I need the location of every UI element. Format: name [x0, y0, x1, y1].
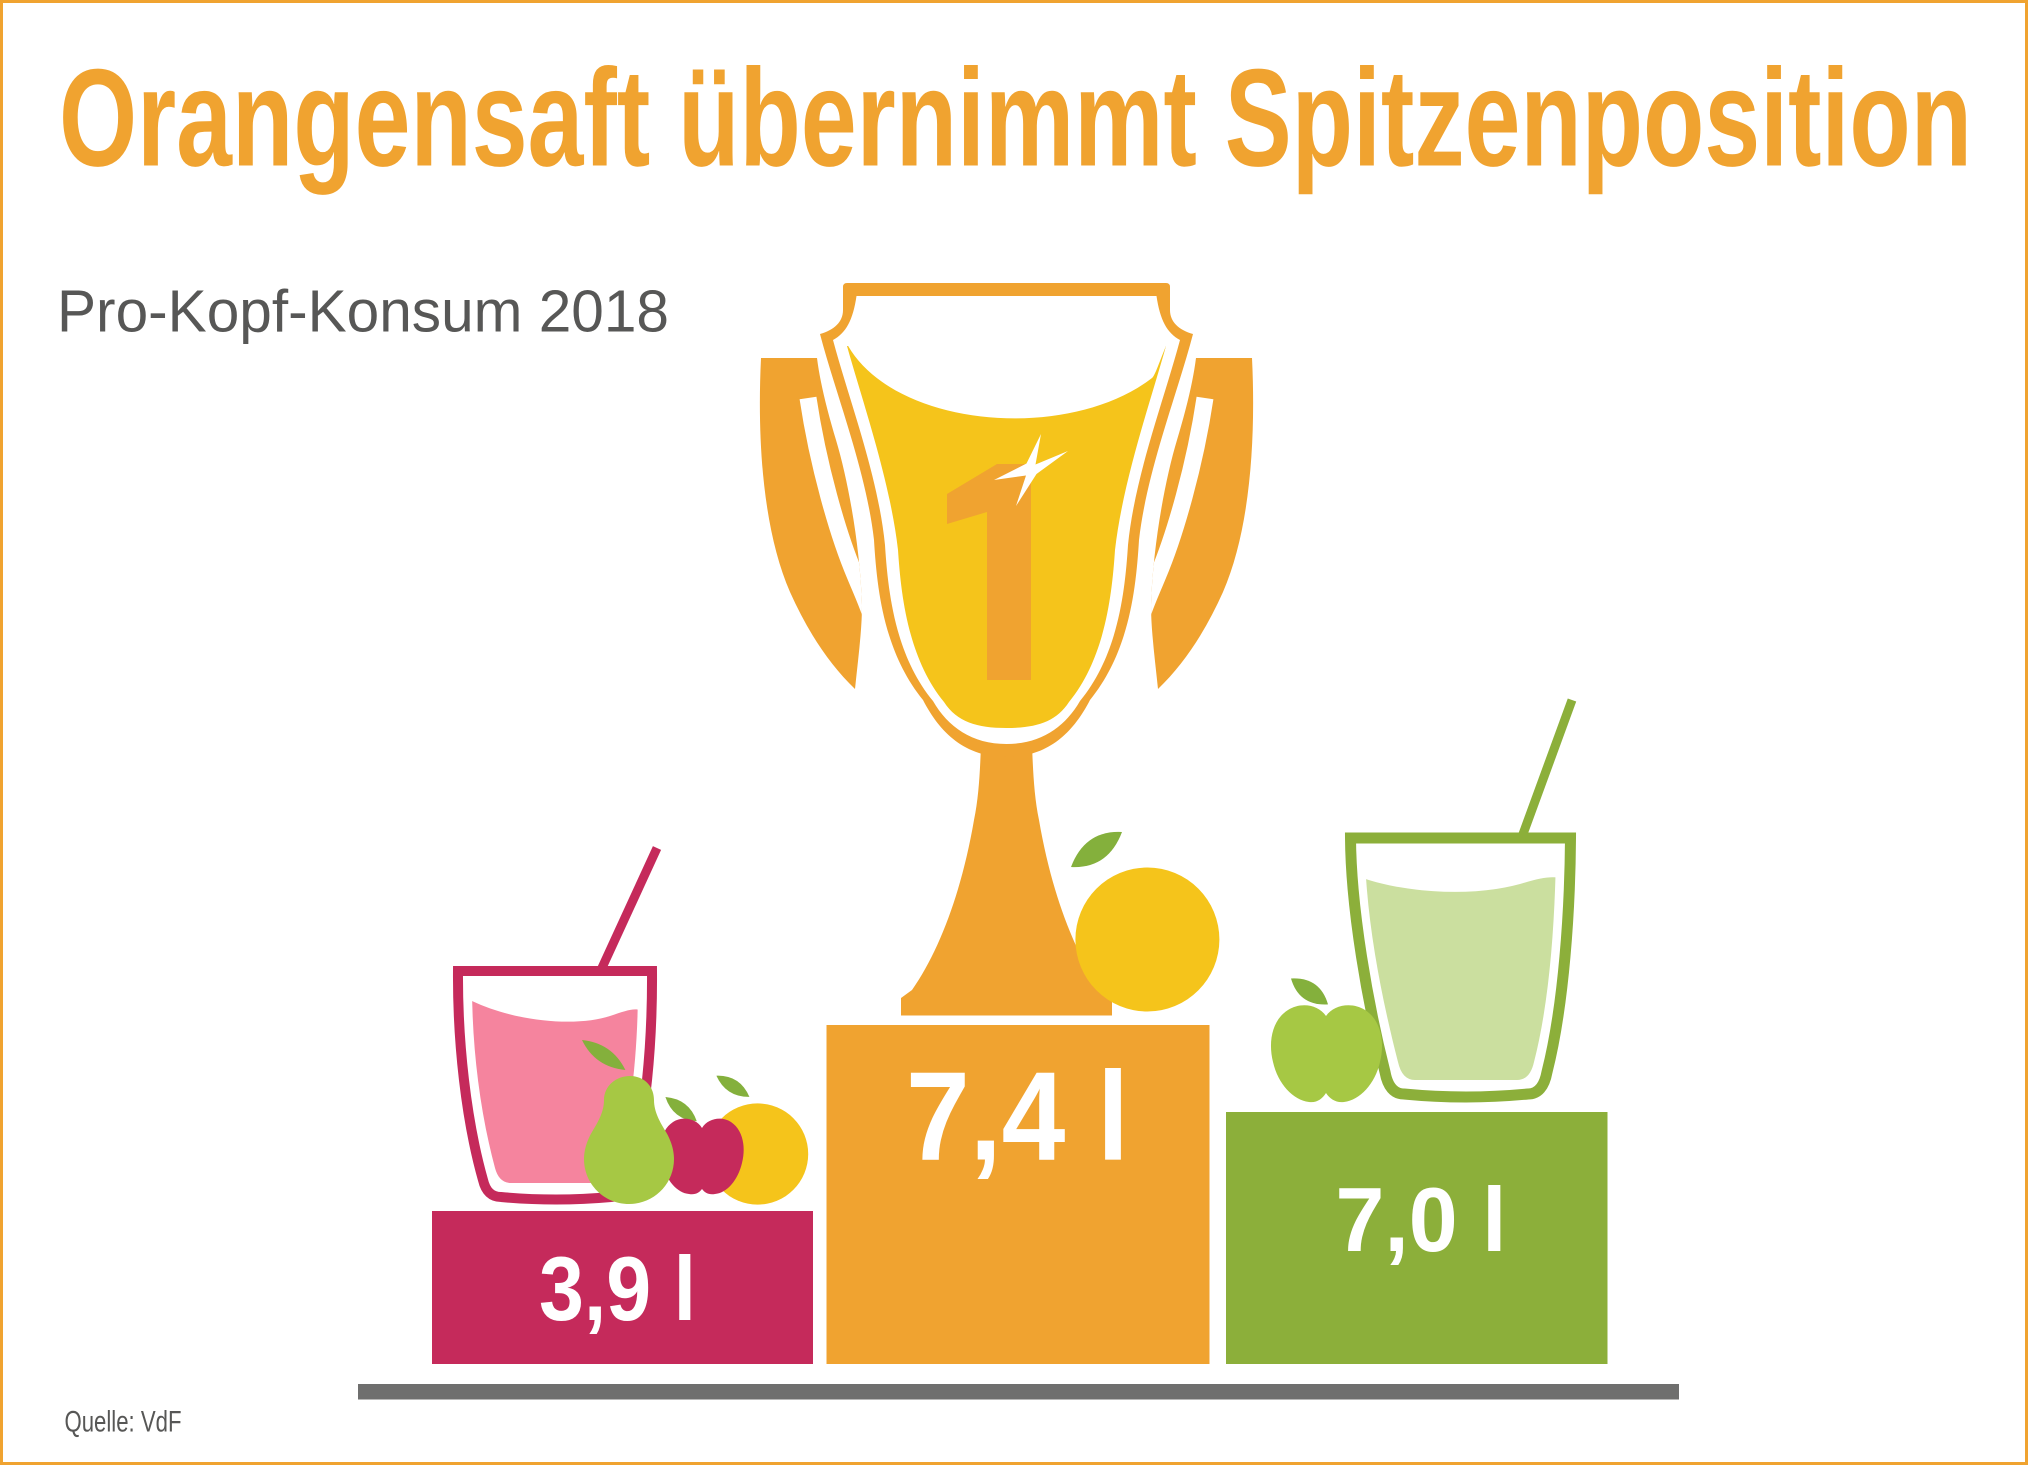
svg-text:Orangensaft übernimmt Spitzenp: Orangensaft übernimmt Spitzenposition: [59, 41, 1972, 196]
svg-text:7,0 l: 7,0 l: [1336, 1169, 1507, 1271]
svg-text:7,4 l: 7,4 l: [906, 1045, 1129, 1186]
svg-text:3,9 l: 3,9 l: [539, 1239, 696, 1340]
svg-text:Quelle: VdF: Quelle: VdF: [65, 1406, 182, 1439]
svg-text:Pro-Kopf-Konsum 2018: Pro-Kopf-Konsum 2018: [57, 279, 669, 345]
